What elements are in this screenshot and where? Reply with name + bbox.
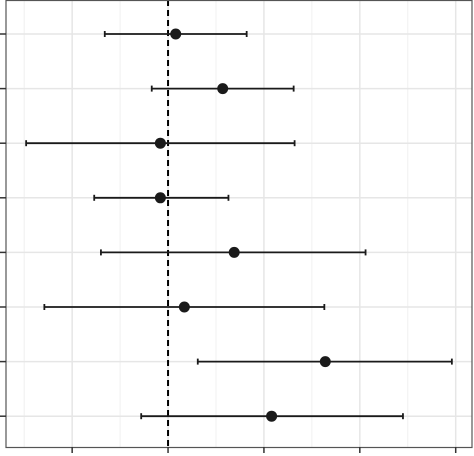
point-estimate: [319, 356, 331, 368]
point-estimate: [266, 410, 278, 422]
point-estimate: [170, 28, 182, 40]
point-estimate: [154, 137, 166, 149]
plot-layer: [6, 0, 472, 447]
point-estimate: [154, 192, 166, 204]
panel: [6, 0, 472, 447]
point-estimate: [178, 301, 190, 313]
point-estimate: [217, 83, 229, 95]
panel-border: [5, 0, 473, 449]
point-estimate: [228, 246, 240, 258]
